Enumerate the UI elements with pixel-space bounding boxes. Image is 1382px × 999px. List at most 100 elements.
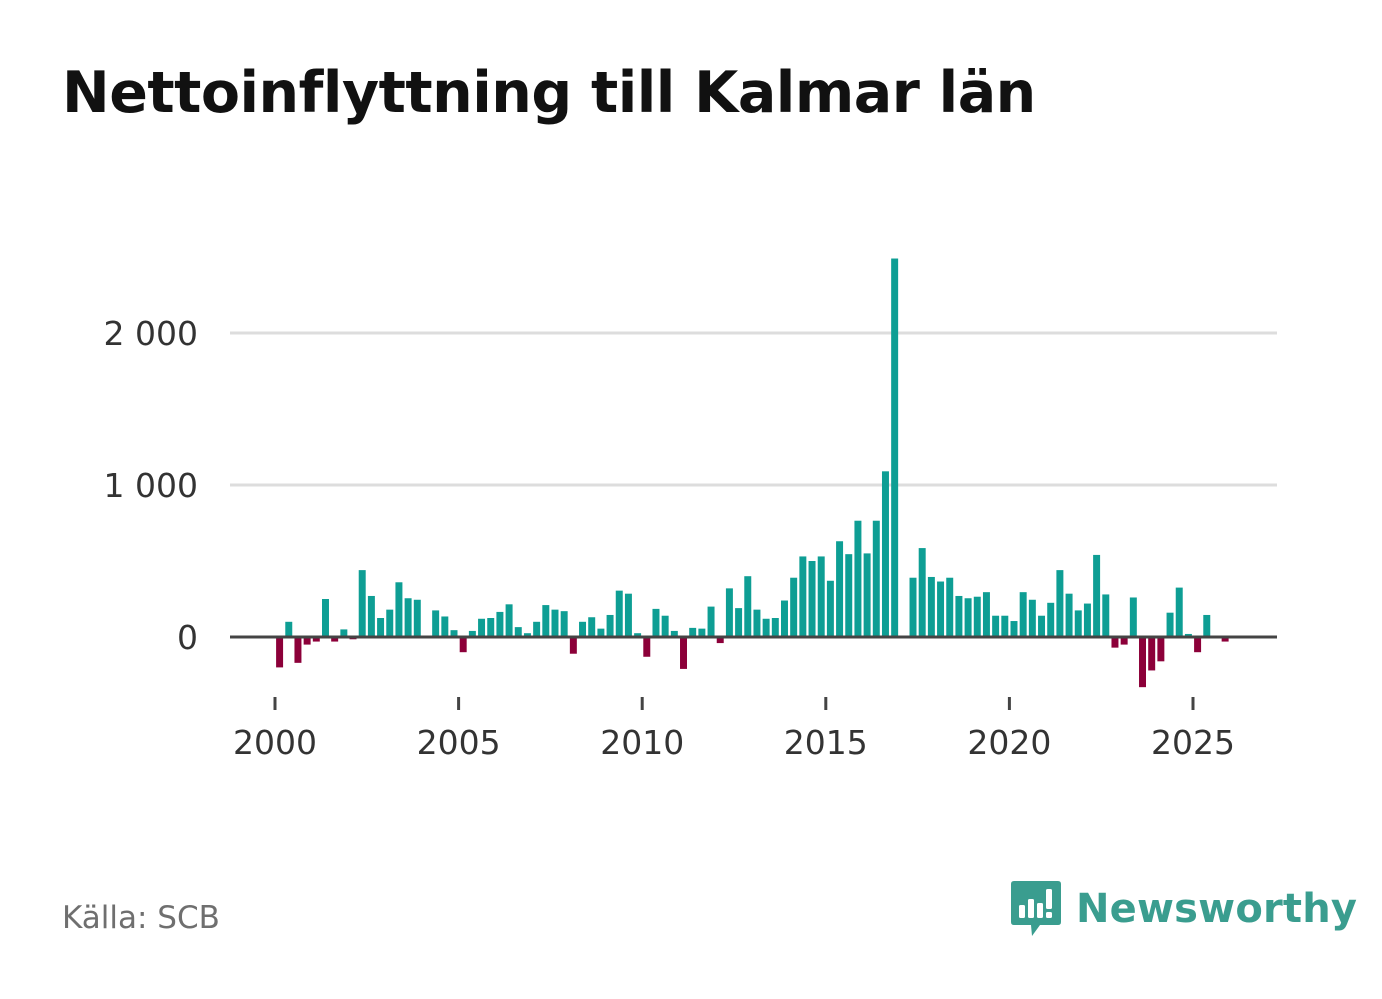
bar	[624, 593, 632, 637]
bar	[790, 577, 798, 637]
bar	[799, 556, 807, 637]
bar	[505, 604, 513, 637]
bar	[1065, 593, 1073, 637]
bar	[1102, 594, 1110, 637]
bar	[1184, 633, 1192, 637]
bar	[542, 605, 550, 637]
bar	[725, 588, 733, 637]
bar	[698, 628, 706, 637]
bar	[946, 577, 954, 637]
bar	[1083, 603, 1091, 637]
bar	[367, 595, 375, 637]
bar	[1203, 614, 1211, 637]
bar	[377, 618, 385, 637]
bar	[322, 599, 329, 637]
bar	[551, 609, 559, 637]
bar	[294, 637, 302, 663]
bar	[468, 630, 476, 637]
bar	[441, 616, 449, 637]
x-tick-label: 2020	[967, 723, 1051, 762]
bar	[762, 618, 770, 637]
bar	[909, 577, 917, 637]
bar	[1093, 554, 1101, 637]
bar	[634, 633, 642, 637]
bar	[845, 554, 853, 637]
bar	[404, 598, 412, 637]
bar	[487, 618, 495, 637]
bar	[1221, 637, 1229, 642]
bar	[615, 590, 623, 637]
bar	[579, 621, 587, 637]
bar	[937, 581, 945, 637]
bar	[1194, 637, 1202, 653]
y-tick-label: 2 000	[104, 314, 198, 353]
brand-logo[interactable]: Newsworthy	[1010, 878, 1357, 940]
bar	[744, 576, 752, 637]
bar	[652, 608, 660, 637]
bar	[1010, 621, 1018, 637]
bar	[817, 556, 825, 637]
x-tick-label: 2000	[233, 723, 317, 762]
bar	[1175, 587, 1183, 637]
bar	[826, 580, 834, 637]
bar	[707, 606, 715, 637]
bar	[413, 599, 421, 637]
bar	[478, 618, 486, 637]
bar	[863, 553, 871, 637]
bar	[1038, 615, 1046, 637]
bar	[992, 615, 1000, 637]
bar	[753, 609, 761, 637]
bar	[735, 608, 743, 637]
bar	[964, 598, 972, 637]
bar	[918, 548, 926, 637]
bar	[459, 637, 467, 653]
bar	[560, 611, 568, 637]
x-tick-label: 2025	[1151, 723, 1235, 762]
bar	[1111, 637, 1119, 648]
bar	[358, 570, 366, 637]
bar	[927, 576, 935, 637]
bar	[881, 471, 889, 637]
bar	[285, 621, 293, 637]
brand-name: Newsworthy	[1076, 886, 1358, 932]
bar	[1047, 602, 1055, 637]
bar	[781, 600, 788, 637]
bar	[1166, 612, 1174, 637]
bar	[689, 627, 697, 637]
bar	[312, 637, 320, 642]
bar	[982, 592, 990, 637]
grid-lines	[230, 331, 1277, 487]
bar	[1074, 610, 1082, 637]
bar	[1056, 570, 1064, 637]
bar-series	[276, 258, 1229, 688]
bar	[340, 629, 348, 637]
x-axis: 2000 2005 2010 2015 2020 2025	[233, 697, 1235, 762]
chart-title: Nettoinflyttning till Kalmar län	[62, 60, 1036, 126]
x-tick-label: 2010	[600, 723, 684, 762]
x-tick-label: 2015	[784, 723, 868, 762]
bar	[680, 637, 687, 669]
bar	[955, 595, 963, 637]
bar	[670, 630, 678, 637]
bar	[1120, 637, 1128, 645]
bar	[1028, 599, 1036, 637]
bar	[643, 637, 651, 657]
newsworthy-logo-icon	[1011, 881, 1061, 936]
bar	[836, 541, 844, 637]
bar	[395, 582, 403, 637]
y-axis-labels: 0 1 000 2 000	[104, 314, 198, 657]
bar	[1019, 592, 1027, 637]
y-tick-label: 0	[177, 618, 198, 657]
x-tick-label: 2005	[417, 723, 501, 762]
bar	[588, 617, 596, 637]
bar	[1148, 637, 1156, 671]
bar	[432, 610, 440, 637]
bar	[716, 637, 724, 644]
bar	[514, 627, 522, 637]
bar	[1139, 637, 1146, 688]
bar	[661, 615, 669, 637]
bar	[854, 520, 862, 637]
bar	[569, 637, 577, 654]
bar	[1129, 597, 1137, 637]
